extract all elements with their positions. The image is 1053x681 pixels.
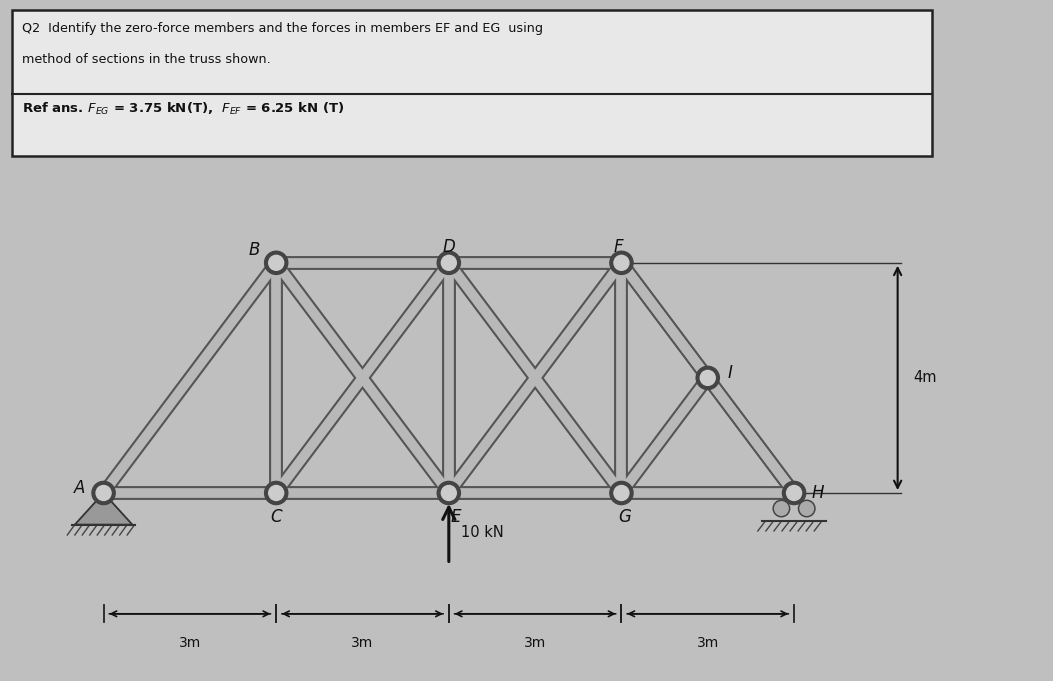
Circle shape [614, 486, 629, 501]
Circle shape [441, 255, 456, 270]
Text: 3m: 3m [524, 635, 547, 650]
Circle shape [700, 370, 715, 385]
Text: 3m: 3m [179, 635, 201, 650]
Circle shape [437, 251, 460, 274]
Text: H: H [812, 484, 824, 502]
Text: F: F [614, 238, 623, 255]
Text: 10 kN: 10 kN [461, 525, 504, 540]
Circle shape [610, 251, 633, 274]
Text: 3m: 3m [352, 635, 374, 650]
Circle shape [437, 481, 460, 505]
Circle shape [696, 366, 719, 390]
Circle shape [782, 481, 806, 505]
Text: D: D [442, 238, 455, 255]
Circle shape [264, 251, 287, 274]
Circle shape [773, 501, 790, 517]
Text: 4m: 4m [914, 370, 937, 385]
Text: method of sections in the truss shown.: method of sections in the truss shown. [22, 53, 271, 66]
Text: 3m: 3m [697, 635, 719, 650]
Circle shape [798, 501, 815, 517]
Circle shape [614, 255, 629, 270]
Text: B: B [249, 241, 260, 259]
Circle shape [264, 481, 287, 505]
Circle shape [269, 486, 283, 501]
Text: Q2  Identify the zero-force members and the forces in members EF and EG  using: Q2 Identify the zero-force members and t… [22, 22, 543, 35]
Circle shape [96, 486, 111, 501]
Circle shape [441, 486, 456, 501]
FancyBboxPatch shape [12, 10, 932, 157]
Text: G: G [618, 508, 631, 526]
Text: E: E [451, 508, 461, 526]
Polygon shape [75, 493, 133, 524]
Circle shape [610, 481, 633, 505]
Text: A: A [74, 479, 85, 497]
Circle shape [92, 481, 115, 505]
Circle shape [269, 255, 283, 270]
Circle shape [787, 486, 801, 501]
Text: C: C [271, 508, 282, 526]
Text: I: I [728, 364, 732, 382]
Text: Ref ans. $F_{EG}$ = 3.75 kN(T),  $F_{EF}$ = 6.25 kN (T): Ref ans. $F_{EG}$ = 3.75 kN(T), $F_{EF}$… [22, 101, 344, 117]
